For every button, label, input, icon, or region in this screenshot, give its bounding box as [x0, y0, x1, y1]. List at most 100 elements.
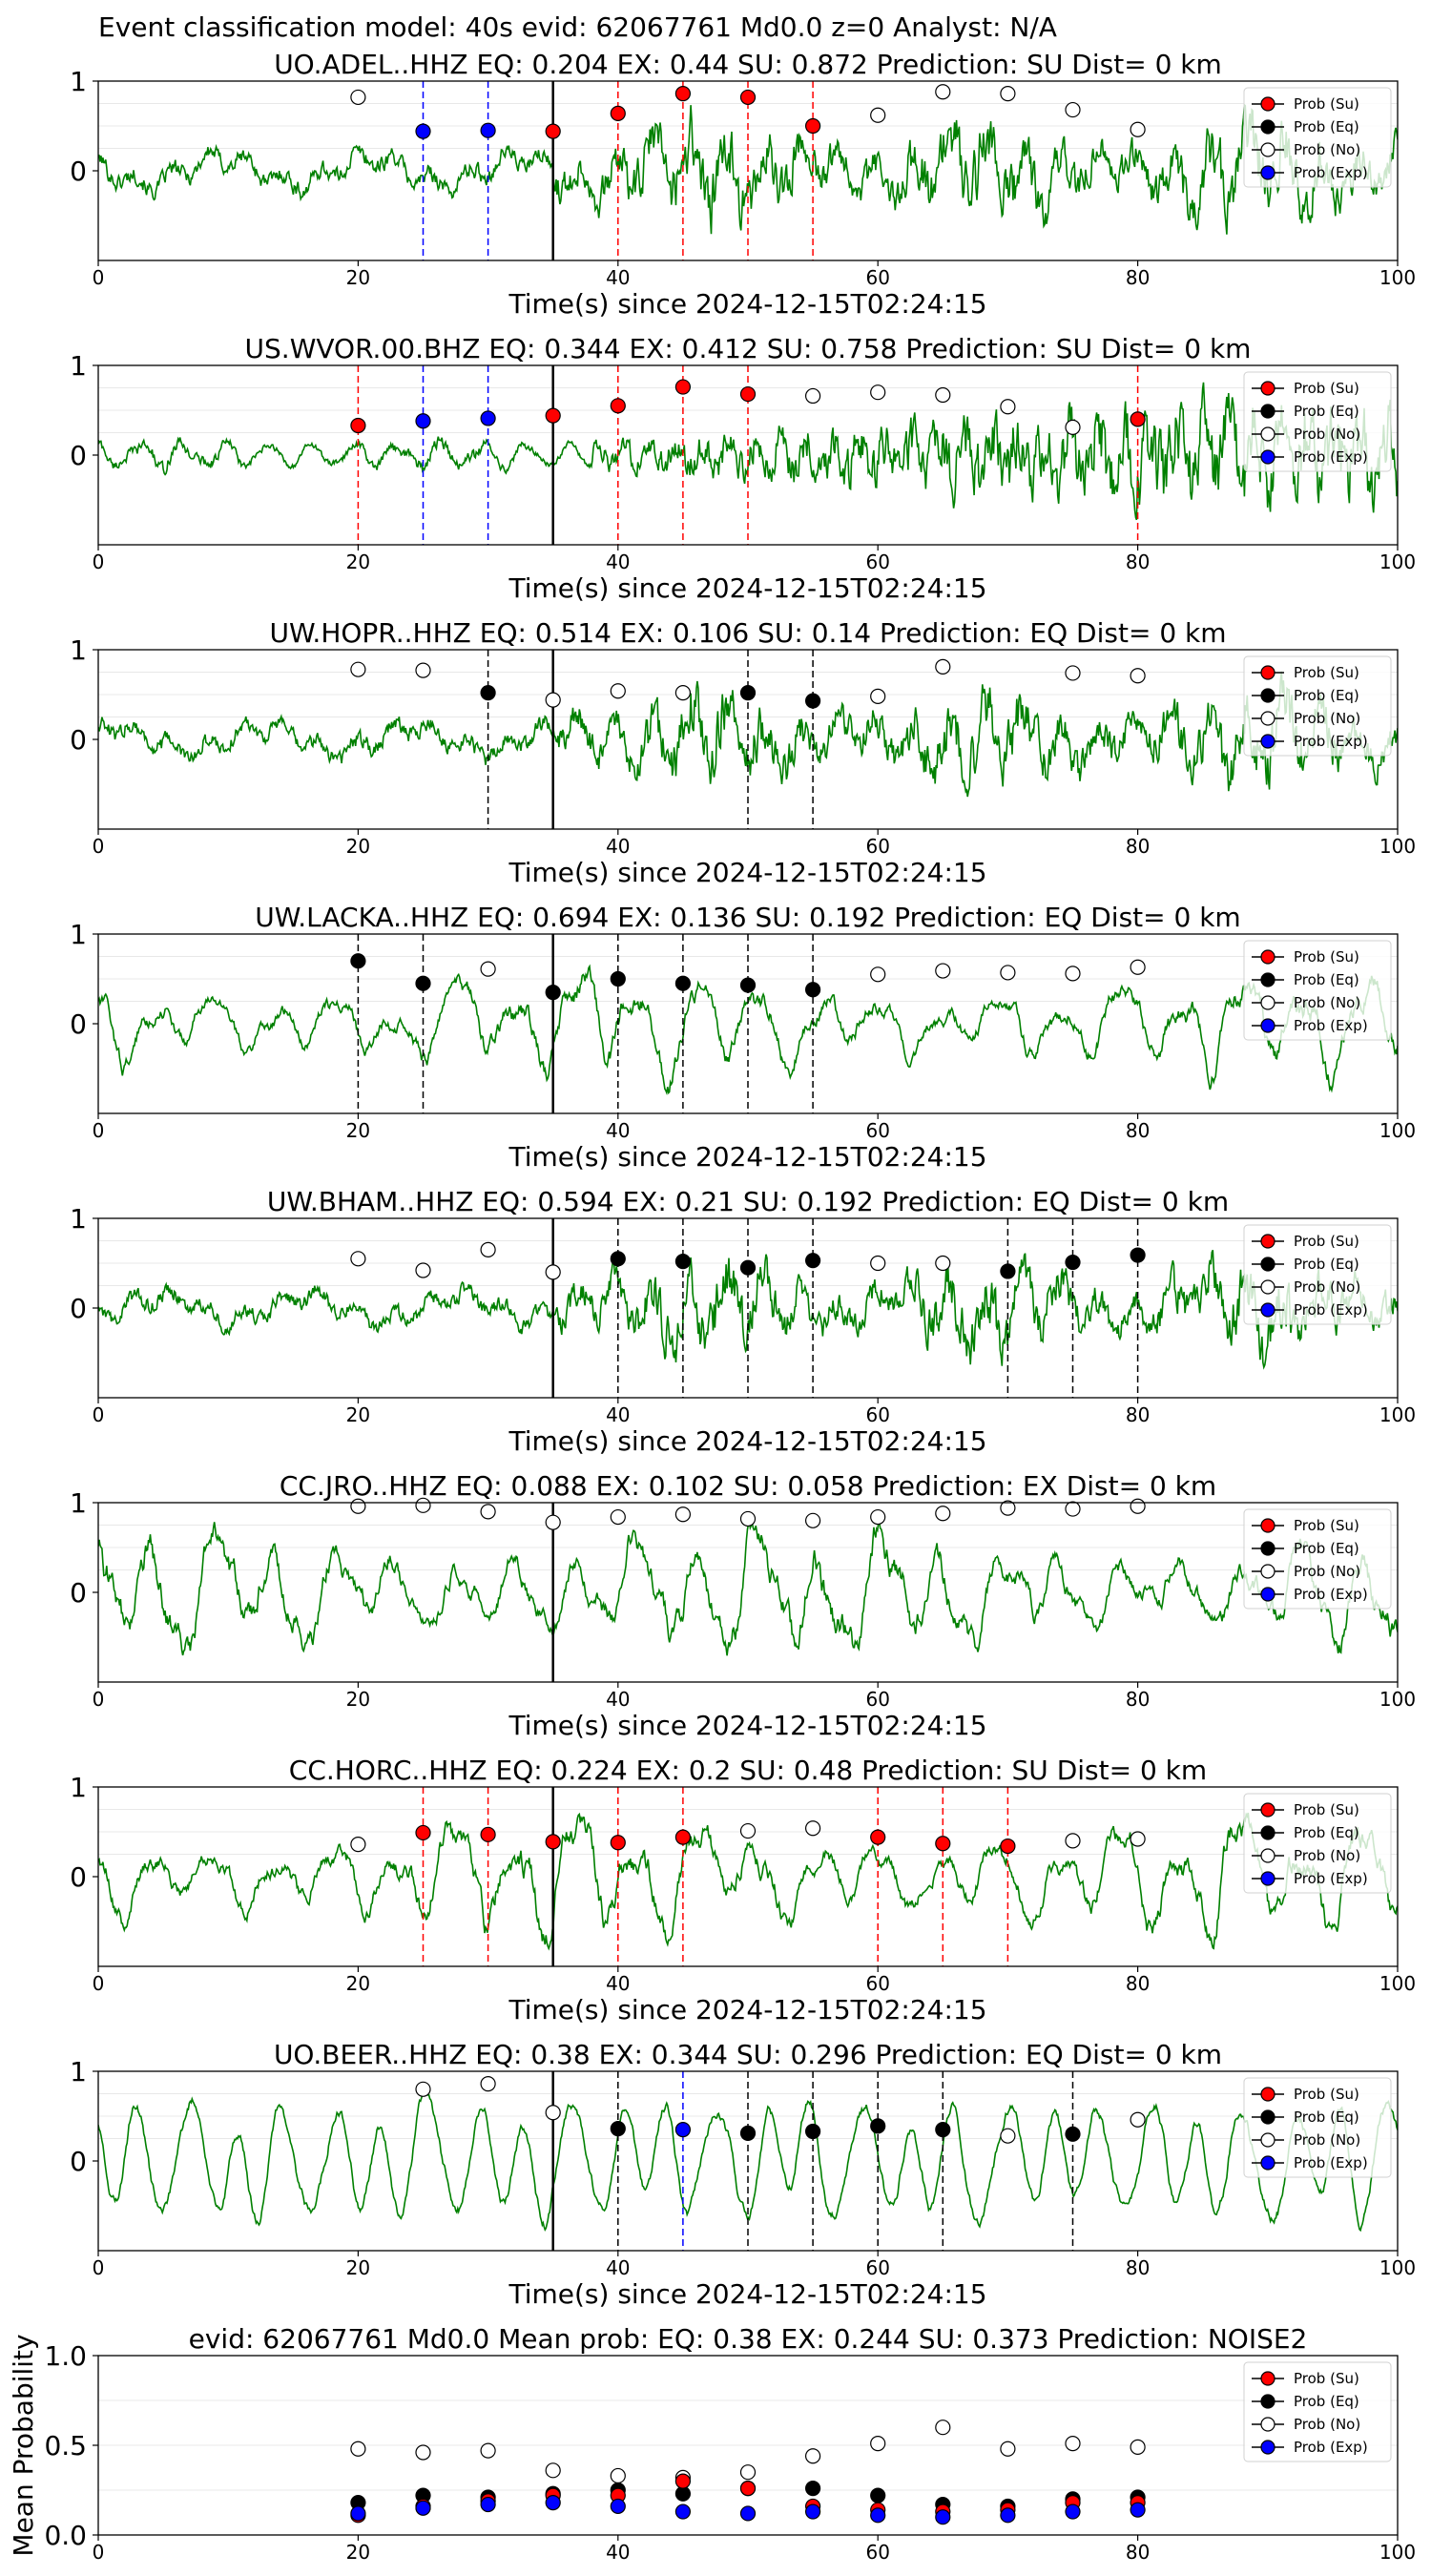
legend-label: Prob (Su) [1294, 948, 1359, 966]
prob-exp-marker [804, 2503, 821, 2520]
prob-no-marker [870, 107, 886, 123]
prob-no-marker [804, 1820, 821, 1837]
prob-no-marker [870, 384, 886, 401]
prob-no-marker [1000, 2441, 1016, 2457]
prob-su-marker [545, 123, 561, 139]
prob-no-marker [1130, 668, 1146, 684]
panel-title: CC.HORC..HHZ EQ: 0.224 EX: 0.2 SU: 0.48 … [289, 1755, 1207, 1786]
prob-no-marker [804, 1512, 821, 1528]
prob-exp-marker [870, 2507, 886, 2524]
prob-no-marker [545, 2462, 561, 2479]
prob-no-marker [1065, 1501, 1081, 1517]
prob-no-marker [350, 1251, 366, 1267]
prob-no-marker [1130, 959, 1146, 975]
prob-no-marker [350, 1498, 366, 1514]
prob-exp-marker [610, 2498, 626, 2515]
legend-label: Prob (Eq) [1294, 687, 1359, 704]
legend-marker-exp [1260, 1587, 1275, 1602]
prob-su-marker [1130, 411, 1146, 427]
x-tick-label: 80 [1126, 266, 1150, 289]
x-axis-label: Time(s) since 2024-12-15T02:24:15 [508, 1994, 986, 2025]
prob-su-marker [674, 1829, 692, 1845]
x-tick-label: 20 [346, 266, 370, 289]
legend-box [1243, 2361, 1392, 2462]
legend-marker-exp [1260, 734, 1275, 749]
prob-no-marker [480, 1504, 496, 1520]
prob-su-marker [545, 1834, 561, 1850]
prob-exp-marker [1130, 2502, 1146, 2518]
prob-exp-marker [935, 2509, 951, 2525]
x-tick-label: 0 [93, 2541, 105, 2564]
legend-marker-eq [1260, 404, 1275, 419]
x-tick-label: 40 [606, 835, 630, 858]
legend-marker-no [1260, 1279, 1275, 1295]
prob-no-marker [935, 963, 951, 979]
legend-label: Prob (Su) [1294, 664, 1359, 681]
legend-marker-no [1260, 711, 1275, 726]
prob-no-marker [935, 1255, 951, 1272]
legend-marker-exp [1260, 1018, 1275, 1033]
x-tick-label: 60 [865, 1403, 889, 1426]
panel-2: US.WVOR.00.BHZ EQ: 0.344 EX: 0.412 SU: 0… [70, 333, 1416, 604]
y-tick-label: 1 [70, 1487, 87, 1519]
legend-label: Prob (Exp) [1294, 733, 1368, 750]
prob-eq-marker [804, 1253, 821, 1269]
legend-box [1243, 940, 1392, 1041]
prob-no-marker [480, 2442, 496, 2459]
y-tick-label: 0.0 [44, 2520, 87, 2551]
legend-label: Prob (Exp) [1294, 164, 1368, 181]
prob-exp-marker [545, 2495, 561, 2511]
panel-8: UO.BEER..HHZ EQ: 0.38 EX: 0.344 SU: 0.29… [70, 2039, 1416, 2310]
prob-no-marker [870, 1255, 886, 1272]
legend: Prob (Su) Prob (Eq) Prob (No) Prob (Exp) [1243, 1508, 1392, 1610]
legend-marker-eq [1260, 1825, 1275, 1840]
x-tick-label: 60 [865, 1119, 889, 1142]
prob-eq-marker [870, 2487, 886, 2503]
x-tick-label: 40 [606, 2541, 630, 2564]
y-tick-label: 0 [70, 1293, 87, 1324]
legend: Prob (Su) Prob (Eq) Prob (No) Prob (Exp) [1243, 87, 1392, 188]
prob-no-marker [1065, 1833, 1081, 1849]
x-tick-label: 40 [606, 2256, 630, 2279]
x-axis-label: Time(s) since 2024-12-15T02:24:15 [508, 1425, 986, 1457]
prob-exp-marker [480, 410, 496, 426]
waveform [98, 1812, 1398, 1951]
legend: Prob (Su) Prob (Eq) Prob (No) Prob (Exp) [1243, 1224, 1392, 1325]
prob-su-marker [1000, 1838, 1016, 1855]
legend-marker-su [1260, 1802, 1275, 1818]
prob-su-marker [739, 2481, 757, 2497]
legend-box [1243, 1508, 1392, 1610]
prob-no-marker [1130, 121, 1146, 137]
y-tick-label: 1 [70, 350, 87, 382]
prob-no-marker [610, 2467, 626, 2484]
prob-no-marker [350, 1837, 366, 1853]
x-tick-label: 100 [1379, 1119, 1416, 1142]
figure-title: Event classification model: 40s evid: 62… [98, 11, 1057, 43]
prob-no-marker [674, 1506, 692, 1523]
prob-eq-marker [674, 1254, 692, 1270]
prob-eq-marker [610, 2121, 626, 2137]
prob-eq-marker [870, 2118, 886, 2134]
x-tick-label: 60 [865, 1688, 889, 1711]
prob-eq-marker [804, 693, 821, 709]
panel-4: UW.LACKA..HHZ EQ: 0.694 EX: 0.136 SU: 0.… [70, 902, 1416, 1173]
waveform [98, 103, 1398, 235]
prob-no-marker [545, 692, 561, 708]
waveform [98, 2086, 1398, 2233]
panel-5: UW.BHAM..HHZ EQ: 0.594 EX: 0.21 SU: 0.19… [70, 1186, 1416, 1457]
prob-exp-marker [350, 2505, 366, 2522]
y-tick-label: 0 [70, 1008, 87, 1040]
prob-no-marker [1130, 2439, 1146, 2455]
panel-title: UW.BHAM..HHZ EQ: 0.594 EX: 0.21 SU: 0.19… [267, 1186, 1229, 1217]
panel-1: UO.ADEL..HHZ EQ: 0.204 EX: 0.44 SU: 0.87… [70, 49, 1416, 320]
x-tick-label: 40 [606, 1403, 630, 1426]
x-tick-label: 0 [93, 1972, 105, 1995]
prob-no-marker [1000, 1500, 1016, 1516]
prob-eq-marker [935, 2122, 951, 2138]
x-tick-label: 100 [1379, 1403, 1416, 1426]
prob-eq-marker [739, 685, 757, 701]
x-tick-label: 20 [346, 2256, 370, 2279]
prob-no-marker [739, 2464, 757, 2481]
prob-su-marker [480, 1826, 496, 1842]
prob-no-marker [610, 1508, 626, 1526]
